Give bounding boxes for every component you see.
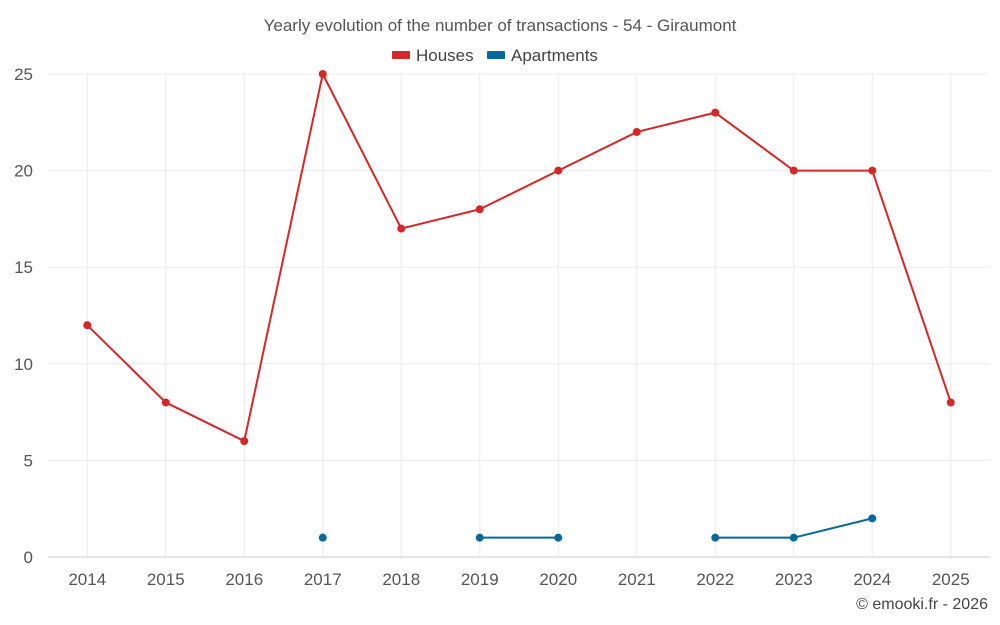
point-houses-2017[interactable]: [318, 70, 327, 78]
point-houses-2022[interactable]: [711, 108, 720, 117]
point-apartments-2017[interactable]: [318, 533, 327, 542]
x-tick-label-2014: 2014: [68, 570, 106, 589]
y-tick-label-5: 5: [24, 451, 33, 470]
point-houses-2023[interactable]: [789, 166, 798, 175]
legend-label-apartments: Apartments: [511, 46, 598, 65]
y-tick-label-20: 20: [14, 162, 33, 181]
x-tick-label-2018: 2018: [382, 570, 420, 589]
point-apartments-2019[interactable]: [475, 533, 484, 542]
point-apartments-2023[interactable]: [789, 533, 798, 542]
x-tick-label-2017: 2017: [304, 570, 342, 589]
x-tick-label-2016: 2016: [225, 570, 263, 589]
legend: Houses Apartments: [392, 46, 598, 65]
y-tick-label-10: 10: [14, 355, 33, 374]
x-tick-label-2015: 2015: [147, 570, 185, 589]
series-houses: [83, 70, 955, 446]
point-houses-2014[interactable]: [83, 321, 92, 330]
point-houses-2016[interactable]: [240, 437, 249, 446]
x-tick-label-2022: 2022: [696, 570, 734, 589]
legend-item-apartments[interactable]: Apartments: [487, 46, 598, 65]
y-tick-label-0: 0: [24, 548, 33, 567]
point-houses-2021[interactable]: [632, 127, 641, 136]
credit-text: © emooki.fr - 2026: [856, 596, 988, 613]
legend-swatch-houses: [392, 51, 410, 59]
y-tick-label-25: 25: [14, 65, 33, 84]
point-apartments-2020[interactable]: [554, 533, 563, 542]
x-tick-label-2025: 2025: [932, 570, 970, 589]
x-tick-label-2023: 2023: [775, 570, 813, 589]
point-houses-2015[interactable]: [161, 398, 170, 407]
series-apartments: [318, 514, 877, 542]
x-tick-label-2024: 2024: [853, 570, 891, 589]
point-houses-2025[interactable]: [946, 398, 955, 407]
point-houses-2024[interactable]: [868, 166, 877, 175]
chart-title: Yearly evolution of the number of transa…: [264, 16, 737, 35]
legend-item-houses[interactable]: Houses: [392, 46, 474, 65]
series: [83, 70, 955, 542]
point-houses-2019[interactable]: [475, 205, 484, 214]
grid: [48, 73, 990, 557]
point-houses-2020[interactable]: [554, 166, 563, 175]
series-line-houses-0: [86, 73, 952, 443]
x-tick-label-2019: 2019: [461, 570, 499, 589]
x-tick-label-2020: 2020: [539, 570, 577, 589]
legend-swatch-apartments: [487, 51, 505, 59]
y-tick-label-15: 15: [14, 258, 33, 277]
point-houses-2018[interactable]: [397, 224, 406, 233]
legend-label-houses: Houses: [416, 46, 474, 65]
x-tick-label-2021: 2021: [618, 570, 656, 589]
point-apartments-2024[interactable]: [868, 514, 877, 523]
point-apartments-2022[interactable]: [711, 533, 720, 542]
